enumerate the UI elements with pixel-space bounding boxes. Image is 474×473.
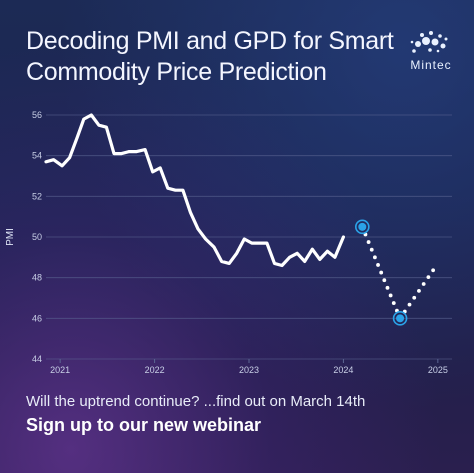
series-layer [44, 113, 436, 326]
forecast-dot [412, 295, 417, 300]
x-tick-labels: 2021 2022 2023 2024 2025 [50, 365, 448, 375]
forecast-dot [369, 247, 374, 252]
x-tick-label: 2025 [428, 365, 448, 375]
forecast-dot [385, 285, 390, 290]
mintec-logo-icon [410, 31, 448, 53]
forecast-dot [417, 288, 421, 293]
y-tick-label: 46 [32, 313, 42, 323]
webinar-signup-link[interactable]: Sign up to our new webinar [26, 415, 262, 435]
forecast-dot [431, 268, 436, 273]
forecast-dot [366, 240, 371, 244]
title-line-2: Commodity Price Prediction [26, 58, 327, 86]
forecast-dot [391, 301, 396, 305]
pmi-forecast-dotted-line [363, 232, 436, 314]
y-tick-label: 52 [32, 191, 42, 201]
forecast-marker [358, 222, 367, 231]
x-tick-label: 2023 [239, 365, 259, 375]
grid-layer [46, 114, 452, 363]
brand-name: Mintec [410, 58, 452, 72]
forecast-marker-ring [355, 219, 370, 235]
y-tick-labels: 44 46 48 50 52 54 56 [32, 110, 42, 364]
y-tick-label: 48 [32, 273, 42, 283]
forecast-dot [388, 293, 393, 298]
forecast-dot [382, 278, 387, 283]
pmi-actual-line [44, 113, 345, 268]
y-tick-label: 56 [32, 110, 42, 120]
brand-logo: Mintec [400, 28, 462, 74]
title-line-1: Decoding PMI and GPD for Smart [26, 27, 394, 55]
y-tick-label: 54 [32, 151, 42, 161]
forecast-dot [407, 302, 412, 307]
x-tick-label: 2022 [145, 365, 165, 375]
footer-question: Will the uptrend continue? ...find out o… [26, 393, 366, 410]
forecast-dot [426, 275, 431, 280]
x-tick-label: 2024 [333, 365, 353, 375]
forecast-dot [372, 255, 377, 260]
y-tick-label: 50 [32, 232, 42, 242]
page-title: Decoding PMI and GPD for Smart Commodity… [26, 26, 394, 88]
forecast-marker [396, 314, 405, 323]
x-tick-label: 2021 [50, 365, 70, 375]
forecast-marker-ring [392, 311, 408, 326]
forecast-dot [376, 263, 380, 267]
forecast-dot [421, 282, 426, 286]
y-tick-label: 44 [32, 354, 42, 364]
forecast-dot [379, 270, 384, 275]
